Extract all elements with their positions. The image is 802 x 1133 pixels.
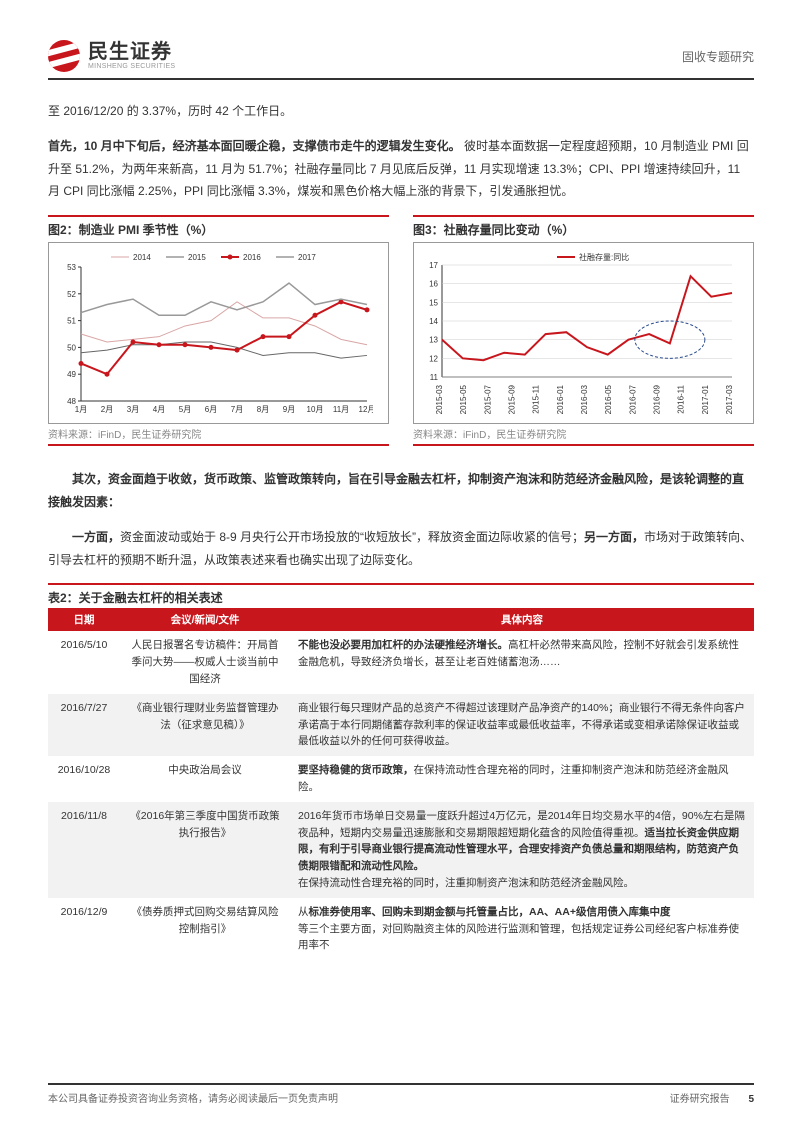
table2: 日期 会议/新闻/文件 具体内容 2016/5/10人民日报署名专访稿件：开局首… [48,608,754,960]
cell-content: 不能也没必要用加杠杆的办法硬推经济增长。高杠杆必然带来高风险，控制不好就会引发系… [290,631,754,693]
svg-text:7月: 7月 [231,405,243,414]
svg-text:52: 52 [67,290,76,299]
cell-content: 从标准券使用率、回购未到期金额与托管量占比，AA、AA+级信用债入库集中度等三个… [290,898,754,960]
cell-date: 2016/7/27 [48,694,120,756]
svg-text:2016-01: 2016-01 [556,385,565,415]
svg-text:2016: 2016 [243,253,261,262]
chart3-column: 图3：社融存量同比变动（%） 11 12 13 14 15 16 17 2015-03 2015… [413,215,754,452]
svg-text:2016-07: 2016-07 [628,385,637,415]
table2-col-content: 具体内容 [290,608,754,631]
paragraph-opening: 至 2016/12/20 的 3.37%，历时 42 个工作日。 [48,100,754,123]
cell-doc: 中央政治局会议 [120,756,290,802]
svg-text:17: 17 [429,261,438,270]
svg-text:1月: 1月 [75,405,87,414]
chart3-title: 图3：社融存量同比变动（%） [413,215,754,238]
logo: 民生证券 MINSHENG SECURITIES [48,40,175,72]
paragraph-first-point: 首先，10 月中下旬后，经济基本面回暖企稳，支撑债市走牛的逻辑发生变化。 彼时基… [48,135,754,203]
charts-row: 图2：制造业 PMI 季节性（%） 4849505152531月2月3月4月5月… [48,215,754,452]
para4-a-body: 资金面波动或始于 8-9 月央行公开市场投放的“收短放长”，释放资金面边际收紧的… [120,530,584,544]
svg-text:12月: 12月 [359,405,373,414]
svg-text:2016-11: 2016-11 [677,385,686,414]
cell-doc: 《债券质押式回购交易结算风险控制指引》 [120,898,290,960]
svg-text:6月: 6月 [205,405,217,414]
footer-report-label: 证券研究报告 [670,1094,730,1105]
table2-col-date: 日期 [48,608,120,631]
cell-content: 2016年货币市场单日交易量一度跃升超过4万亿元，是2014年日均交易水平的4倍… [290,802,754,898]
para4-b-lead: 另一方面， [584,530,644,544]
para4-a-lead: 一方面， [72,530,120,544]
footer-page-number: 5 [748,1094,754,1105]
table-row: 2016/12/9《债券质押式回购交易结算风险控制指引》从标准券使用率、回购未到… [48,898,754,960]
svg-text:2017: 2017 [298,253,316,262]
svg-text:50: 50 [67,344,76,353]
chart3-source: 资料来源：iFinD，民生证券研究院 [413,424,754,446]
cell-date: 2016/11/8 [48,802,120,898]
paragraph-aspects: 一方面，资金面波动或始于 8-9 月央行公开市场投放的“收短放长”，释放资金面边… [48,526,754,572]
svg-text:社融存量:同比: 社融存量:同比 [579,252,629,262]
chart2-column: 图2：制造业 PMI 季节性（%） 4849505152531月2月3月4月5月… [48,215,389,452]
svg-text:2016-03: 2016-03 [580,385,589,415]
svg-text:49: 49 [67,370,76,379]
svg-text:53: 53 [67,263,76,272]
svg-text:13: 13 [429,336,438,345]
svg-text:2015-07: 2015-07 [483,385,492,415]
cell-doc: 《2016年第三季度中国货币政策执行报告》 [120,802,290,898]
svg-text:4月: 4月 [153,405,165,414]
svg-text:8月: 8月 [257,405,269,414]
chart3-svg: 11 12 13 14 15 16 17 2015-03 2015-05 2015-07 2015-… [418,249,738,419]
chart2-svg: 4849505152531月2月3月4月5月6月7月8月9月10月11月12月2… [53,249,373,419]
logo-icon [48,40,80,72]
page-footer: 本公司具备证券投资咨询业务资格，请务必阅读最后一页免责声明 证券研究报告 5 [48,1083,754,1105]
table2-col-doc: 会议/新闻/文件 [120,608,290,631]
table-row: 2016/5/10人民日报署名专访稿件：开局首季问大势——权威人士谈当前中国经济… [48,631,754,693]
svg-text:2014: 2014 [133,253,151,262]
table-row: 2016/10/28中央政治局会议要坚持稳健的货币政策，在保持流动性合理充裕的同… [48,756,754,802]
table2-title: 表2：关于金融去杠杆的相关表述 [48,583,754,606]
table-row: 2016/11/8《2016年第三季度中国货币政策执行报告》2016年货币市场单… [48,802,754,898]
logo-text-en: MINSHENG SECURITIES [88,63,175,71]
svg-text:2017-01: 2017-01 [701,385,710,415]
header-category: 固收专题研究 [682,48,754,65]
svg-text:9月: 9月 [283,405,295,414]
svg-text:11: 11 [430,373,439,382]
table-row: 2016/7/27《商业银行理财业务监督管理办法（征求意见稿）》商业银行每只理财… [48,694,754,756]
svg-text:5月: 5月 [179,405,191,414]
svg-text:2015-11: 2015-11 [532,385,541,414]
cell-date: 2016/12/9 [48,898,120,960]
footer-disclaimer: 本公司具备证券投资咨询业务资格，请务必阅读最后一页免责声明 [48,1090,338,1105]
cell-doc: 《商业银行理财业务监督管理办法（征求意见稿）》 [120,694,290,756]
chart2-title: 图2：制造业 PMI 季节性（%） [48,215,389,238]
para2-lead: 首先，10 月中下旬后，经济基本面回暖企稳，支撑债市走牛的逻辑发生变化。 [48,139,461,153]
svg-text:15: 15 [429,299,438,308]
svg-text:51: 51 [67,317,76,326]
chart2-source: 资料来源：iFinD，民生证券研究院 [48,424,389,446]
svg-text:2016-09: 2016-09 [653,385,662,415]
paragraph-second-point: 其次，资金面趋于收敛，货币政策、监管政策转向，旨在引导金融去杠杆，抑制资产泡沫和… [48,468,754,514]
cell-content: 要坚持稳健的货币政策，在保持流动性合理充裕的同时，注重抑制资产泡沫和防范经济金融… [290,756,754,802]
svg-text:2015: 2015 [188,253,206,262]
cell-doc: 人民日报署名专访稿件：开局首季问大势——权威人士谈当前中国经济 [120,631,290,693]
svg-text:2月: 2月 [101,405,113,414]
cell-date: 2016/10/28 [48,756,120,802]
svg-text:14: 14 [429,317,438,326]
svg-text:2015-09: 2015-09 [508,385,517,415]
svg-text:11月: 11月 [333,405,349,414]
svg-text:3月: 3月 [127,405,139,414]
svg-text:10月: 10月 [307,405,324,414]
svg-text:2017-03: 2017-03 [725,385,734,415]
page-header: 民生证券 MINSHENG SECURITIES 固收专题研究 [48,40,754,80]
svg-text:2016-05: 2016-05 [604,385,613,415]
cell-content: 商业银行每只理财产品的总资产不得超过该理财产品净资产的140%；商业银行不得无条… [290,694,754,756]
svg-text:12: 12 [429,355,438,364]
svg-text:2015-05: 2015-05 [459,385,468,415]
svg-text:2015-03: 2015-03 [435,385,444,415]
cell-date: 2016/5/10 [48,631,120,693]
logo-text-cn: 民生证券 [88,41,175,63]
svg-text:16: 16 [429,280,438,289]
